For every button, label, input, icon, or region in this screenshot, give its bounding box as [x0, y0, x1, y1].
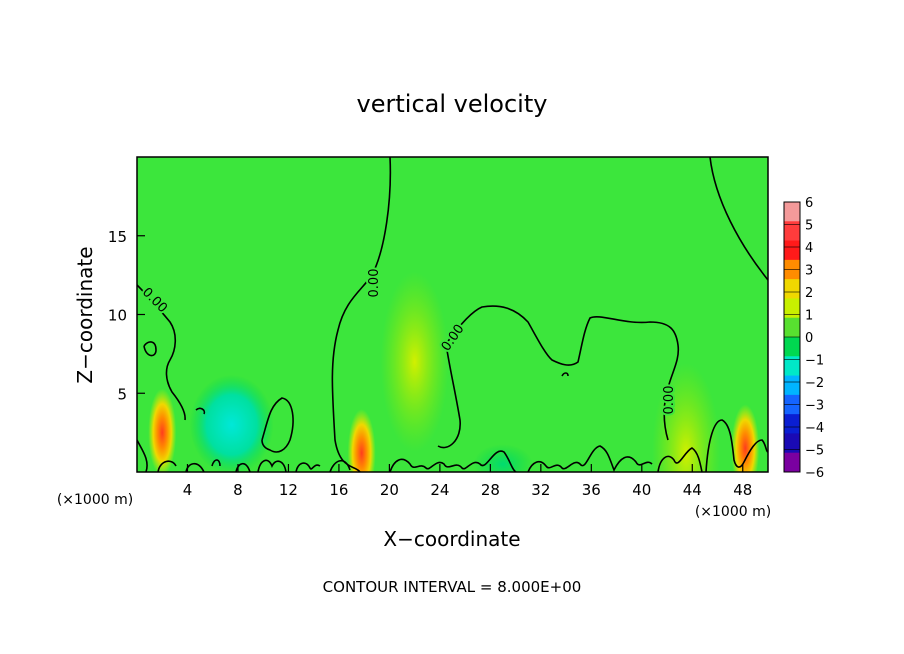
contour-line	[137, 284, 186, 421]
y-tick-label: 10	[108, 307, 127, 325]
plot-area: 0.00 0.00 0.00 0.00	[137, 157, 768, 472]
x-tick-label: 24	[430, 481, 449, 499]
contour-line	[437, 343, 461, 449]
x-tick-label: 8	[233, 481, 243, 499]
y-axis-ticks: 5 10 15	[108, 228, 145, 403]
contour-line	[143, 341, 157, 357]
heatmap-hotspot	[347, 409, 376, 472]
colorbar-label: −2	[805, 376, 824, 391]
colorbar-label: 6	[805, 196, 813, 211]
y-tick-label: 15	[108, 228, 127, 246]
colorbar-label: −6	[805, 466, 824, 481]
colorbar-label: −3	[805, 399, 824, 414]
colorbar-swatch	[784, 317, 800, 338]
x-tick-label: 20	[380, 481, 399, 499]
colorbar-label: −5	[805, 444, 824, 459]
heatmap-hotspot	[189, 374, 274, 472]
x-tick-label: 40	[632, 481, 651, 499]
heatmap-hotspot	[651, 363, 720, 472]
colorbar: 6 5 4 3 2 1 0 −1 −2 −3 −4 −5 −6	[783, 196, 824, 481]
colorbar-swatch	[784, 298, 800, 319]
contour-line	[561, 372, 569, 377]
zero-contours	[137, 157, 768, 472]
heatmap-field	[148, 271, 760, 472]
colorbar-label: 5	[805, 219, 813, 234]
x-unit-right: (×1000 m)	[695, 504, 771, 520]
contour-label: 0.00	[662, 386, 677, 415]
colorbar-swatch	[784, 356, 800, 377]
chart-title: vertical velocity	[357, 90, 548, 118]
contour-line	[137, 439, 351, 472]
x-axis-label: X−coordinate	[383, 527, 520, 551]
colorbar-label: 3	[805, 264, 813, 279]
contour-line	[389, 450, 517, 472]
colorbar-swatch	[784, 221, 800, 242]
heatmap-hotspot	[380, 271, 449, 452]
heatmap-hotspot	[731, 404, 760, 472]
colorbar-label: −4	[805, 421, 824, 436]
colorbar-label: 0	[805, 331, 813, 346]
x-unit-left: (×1000 m)	[57, 492, 133, 508]
contour-line	[331, 157, 392, 472]
colorbar-label: 2	[805, 286, 813, 301]
colorbar-swatch	[784, 337, 800, 357]
x-tick-label: 32	[531, 481, 550, 499]
x-tick-label: 16	[329, 481, 348, 499]
y-axis-label: Z−coordinate	[73, 246, 97, 383]
x-tick-label: 28	[481, 481, 500, 499]
y-tick-label: 5	[117, 385, 127, 403]
contour-line	[195, 407, 206, 415]
x-tick-label: 4	[183, 481, 193, 499]
contour-label: 0.00	[367, 269, 382, 298]
colorbar-swatch	[784, 375, 800, 396]
x-tick-label: 48	[733, 481, 752, 499]
colorbar-swatch	[784, 202, 800, 222]
colorbar-swatch	[784, 240, 800, 261]
colorbar-swatch	[784, 279, 800, 299]
x-tick-label: 44	[683, 481, 702, 499]
contour-interval-text: CONTOUR INTERVAL = 8.000E+00	[323, 578, 582, 596]
contour-line	[657, 419, 768, 472]
x-tick-label: 12	[279, 481, 298, 499]
colorbar-label: 4	[805, 241, 813, 256]
colorbar-label: 1	[805, 309, 813, 324]
colorbar-swatch	[784, 414, 800, 434]
colorbar-swatch	[784, 452, 800, 473]
x-axis-ticks: 4 8 12 16 20 24 28 32 36 40 44 48	[183, 464, 752, 499]
colorbar-swatch	[784, 433, 800, 454]
heatmap-hotspot	[148, 388, 177, 472]
contour-line	[445, 305, 680, 441]
contour-line	[261, 397, 294, 453]
x-tick-label: 36	[582, 481, 601, 499]
colorbar-label: −1	[805, 354, 824, 369]
heatmap-hotspot	[472, 444, 533, 472]
contour-line	[709, 157, 768, 281]
contour-line	[527, 445, 653, 472]
